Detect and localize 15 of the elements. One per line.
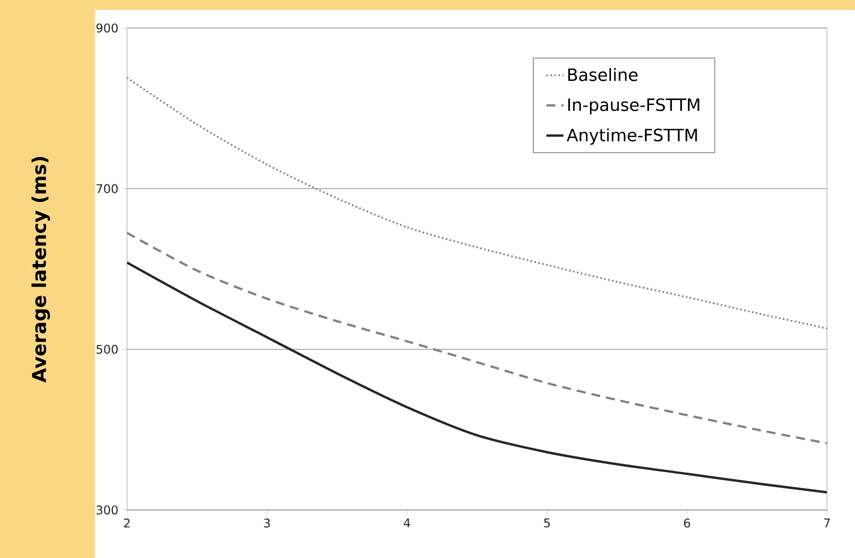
y-tick-label: 900 — [96, 23, 118, 33]
x-tick-label: 5 — [544, 518, 550, 528]
y-axis-title: Average latency (ms) — [32, 156, 50, 383]
line-series — [127, 261, 828, 494]
y-tick-label: 500 — [96, 344, 118, 354]
x-tick-label: 4 — [404, 518, 410, 528]
x-tick-label: 3 — [264, 518, 270, 528]
x-tick-label: 2 — [124, 518, 130, 528]
legend-label: In-pause-FSTTM — [568, 98, 700, 114]
legend-label: Baseline — [568, 68, 638, 82]
x-tick-label: 6 — [684, 518, 690, 528]
x-tick-label: 7 — [824, 518, 830, 528]
y-tick-label: 300 — [96, 505, 118, 515]
legend-label: Anytime-FSTTM — [566, 128, 697, 145]
y-tick-label: 700 — [96, 184, 118, 194]
